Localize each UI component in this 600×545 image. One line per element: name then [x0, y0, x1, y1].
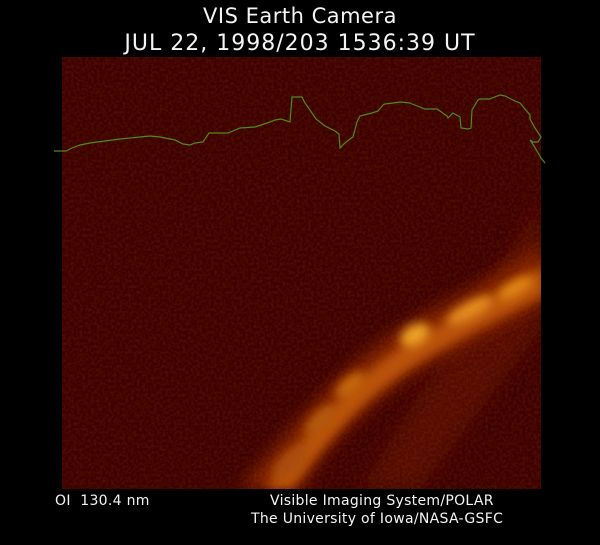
wavelength-label: OI 130.4 nm — [55, 493, 150, 509]
instrument-label: Visible Imaging System/POLAR — [270, 493, 494, 509]
institution-label: The University of Iowa/NASA-GSFC — [251, 511, 504, 527]
earth-limb-line — [54, 94, 546, 164]
image-title: VIS Earth Camera — [203, 4, 397, 28]
observation-timestamp: JUL 22, 1998/203 1536:39 UT — [124, 31, 476, 56]
